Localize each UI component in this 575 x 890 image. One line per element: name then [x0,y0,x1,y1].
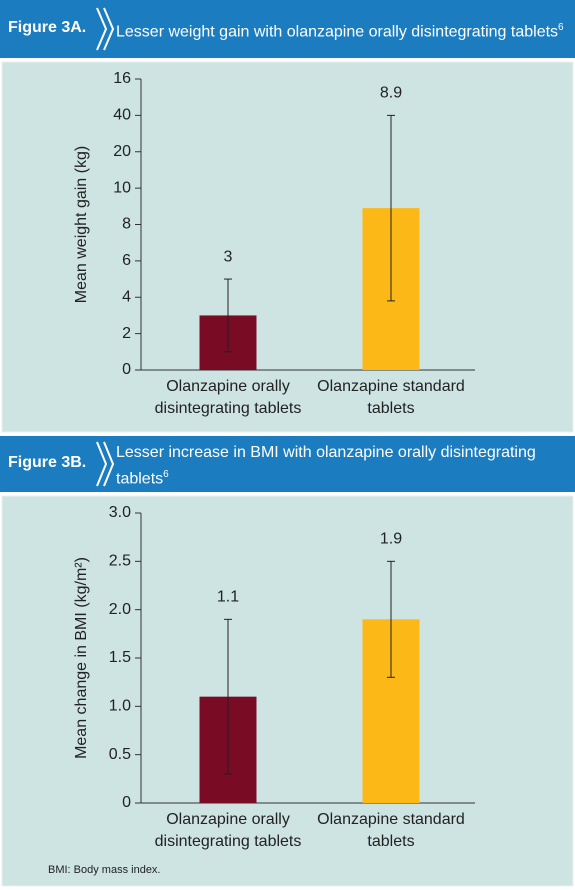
header-banner [0,436,575,492]
chevron [96,441,108,487]
title-ref: 6 [558,22,564,33]
chevron [103,7,115,51]
value-label: 1.1 [217,589,239,606]
y-tick-label: 0 [122,794,131,811]
x-tick-label: Olanzapine standard tablets [317,378,465,417]
y-tick-label: 2 [122,325,131,342]
y-tick-label: 16 [113,70,131,87]
y-axis-label: Mean weight gain (kg) [73,146,90,303]
y-axis-label: Mean change in BMI (kg/m²) [73,557,90,759]
figure-label: Figure 3B. [8,454,87,471]
title-text: Lesser weight gain with olanzapine orall… [116,23,559,41]
y-tick-label: 10 [113,179,131,196]
value-label: 1.9 [380,531,402,548]
chevron [96,7,108,51]
y-tick-label: 1.5 [109,649,131,666]
value-label: 3 [224,248,233,265]
x-tick-label: Olanzapine orally disintegrating tablets [154,811,302,850]
x-tick-label: Olanzapine standard tablets [317,811,465,850]
y-tick-label: 4 [122,288,131,305]
y-tick-label: 40 [113,107,131,124]
y-tick-label: 20 [113,143,131,160]
figure-label: Figure 3A. [8,19,87,36]
title-text: Lesser increase in BMI with olanzapine o… [116,444,536,488]
figure-title: Lesser increase in BMI with olanzapine o… [116,442,546,490]
x-tick-label: Olanzapine orally disintegrating tablets [154,378,302,417]
y-tick-label: 2.5 [109,553,131,570]
y-tick-label: 0.5 [109,746,131,763]
y-tick-label: 2.0 [109,601,131,618]
figure-title: Lesser weight gain with olanzapine orall… [116,17,571,43]
footnote: BMI: Body mass index. [48,864,161,876]
y-tick-label: 0 [122,361,131,378]
panel [1,495,574,887]
y-tick-label: 6 [122,252,131,269]
value-label: 8.9 [380,85,402,102]
y-tick-label: 8 [122,216,131,233]
chevron [103,441,115,487]
y-tick-label: 3.0 [109,504,131,521]
header-banner [0,0,575,58]
y-tick-label: 1.0 [109,698,131,715]
title-ref: 6 [163,469,169,480]
